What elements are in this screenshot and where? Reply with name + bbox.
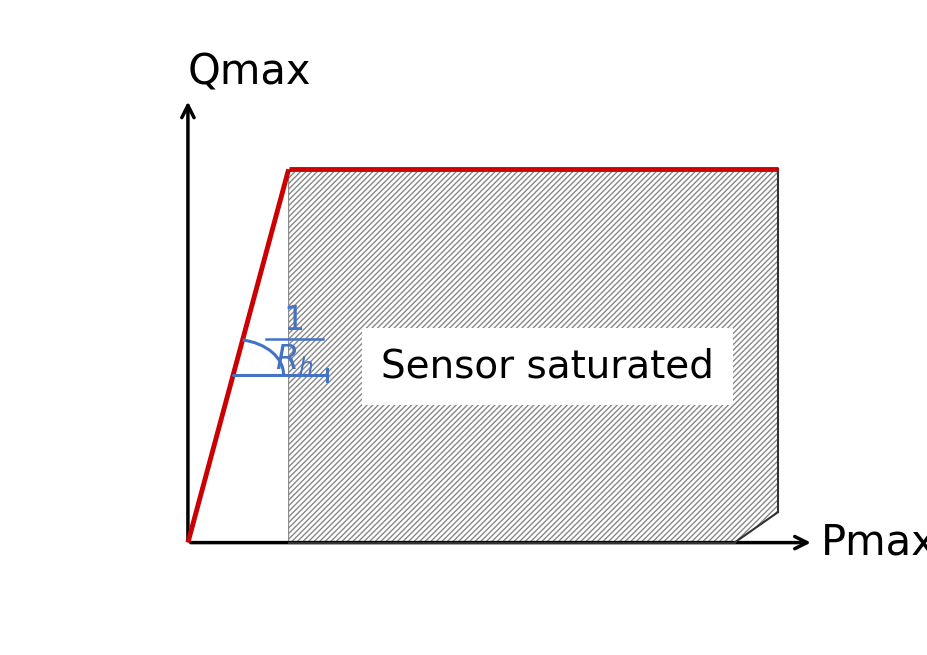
Text: Sensor saturated: Sensor saturated	[381, 347, 713, 385]
Text: Pmax: Pmax	[820, 521, 927, 563]
Text: 1: 1	[284, 304, 305, 337]
Text: Qmax: Qmax	[187, 52, 311, 94]
Text: $R_h$: $R_h$	[274, 343, 313, 377]
Polygon shape	[288, 170, 777, 542]
